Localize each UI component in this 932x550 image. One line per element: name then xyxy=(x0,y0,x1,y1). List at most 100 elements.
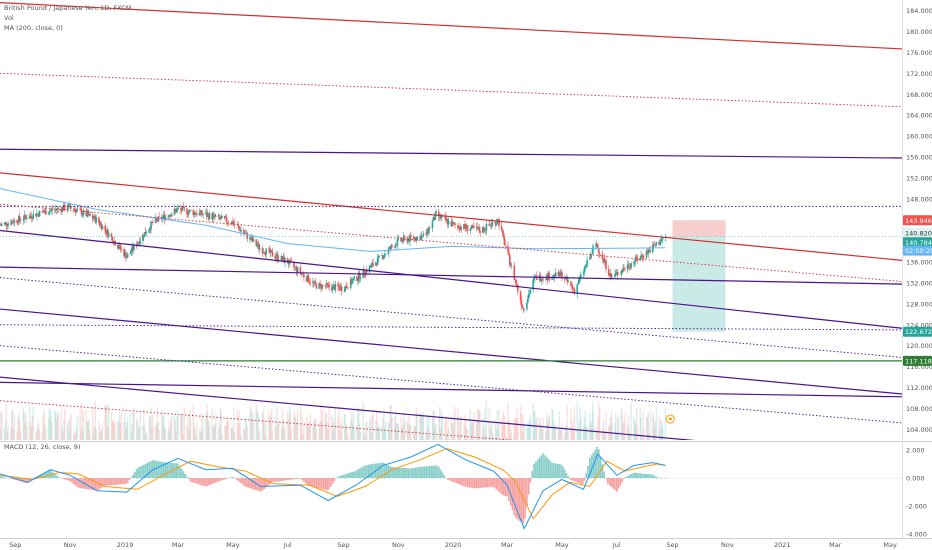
macd-histogram-bar xyxy=(4,477,7,479)
macd-histogram-bar xyxy=(650,474,652,479)
candle-body xyxy=(381,255,383,256)
candle-body xyxy=(79,208,81,210)
candle-body xyxy=(320,283,322,289)
macd-histogram-bar xyxy=(423,466,426,479)
time-tick-label: 2019 xyxy=(117,541,134,549)
volume-bar xyxy=(661,421,663,440)
candle-body xyxy=(268,248,270,250)
macd-histogram-bar xyxy=(531,470,534,479)
macd-histogram-bar xyxy=(146,462,149,479)
candle-body xyxy=(93,215,96,219)
candle-body xyxy=(659,243,661,245)
volume-bar xyxy=(622,422,624,440)
candle-body xyxy=(416,236,418,241)
volume-bar xyxy=(630,403,632,440)
candle-body xyxy=(483,230,486,232)
volume-bar xyxy=(523,423,525,440)
macd-histogram-bar xyxy=(135,469,138,479)
candle-body xyxy=(504,244,507,246)
macd-histogram-bar xyxy=(572,478,575,481)
candle-body xyxy=(488,224,490,226)
macd-tick-label: -2.000 xyxy=(906,503,927,511)
volume-bar xyxy=(105,404,107,440)
candle-body xyxy=(622,268,624,272)
candle-body xyxy=(286,258,289,264)
volume-bar xyxy=(187,413,189,440)
moving-average-line xyxy=(0,188,666,252)
candle-body xyxy=(357,272,360,280)
volume-bar xyxy=(206,411,209,440)
candle-body xyxy=(597,245,599,249)
candle-body xyxy=(510,265,513,267)
volume-bar xyxy=(319,420,321,440)
volume-bar xyxy=(456,408,459,440)
volume-bar xyxy=(68,430,70,440)
volume-bar xyxy=(306,424,309,440)
volume-bar xyxy=(390,404,392,440)
candle-body xyxy=(154,217,157,223)
volume-bar xyxy=(76,417,79,440)
candle-body xyxy=(275,257,277,259)
volume-bar xyxy=(438,406,441,440)
volume-bar xyxy=(201,430,204,440)
volume-bar xyxy=(249,409,251,440)
macd-histogram-bar xyxy=(418,467,420,479)
candle-body xyxy=(412,237,415,239)
macd-histogram-bar xyxy=(349,472,352,479)
macd-histogram-bar xyxy=(168,462,170,479)
volume-bar xyxy=(269,416,272,440)
volume-bar xyxy=(100,431,102,440)
macd-histogram-bar xyxy=(373,463,375,479)
candle-body xyxy=(343,290,346,292)
volume-bar xyxy=(547,416,550,440)
volume-bar xyxy=(296,422,298,440)
candle-body xyxy=(563,278,566,280)
candle-body xyxy=(567,281,570,282)
macd-histogram-bar xyxy=(162,462,165,479)
volume-bar xyxy=(639,407,641,440)
macd-histogram-bar xyxy=(285,478,287,481)
macd-histogram-bar xyxy=(90,478,93,490)
volume-bar xyxy=(580,417,582,440)
volume-bar xyxy=(357,407,359,440)
volume-bar xyxy=(189,417,192,440)
candle-body xyxy=(557,272,560,277)
volume-bar xyxy=(284,426,286,440)
candle-body xyxy=(295,267,297,268)
macd-histogram-bar xyxy=(81,478,84,489)
trendline-purple-dotted xyxy=(0,345,902,424)
candle-body xyxy=(300,273,303,274)
volume-bar xyxy=(106,405,108,440)
volume-bar xyxy=(81,402,83,440)
candle-body xyxy=(627,264,630,268)
candle-body xyxy=(143,234,145,238)
macd-histogram-bar xyxy=(641,473,643,479)
volume-bar xyxy=(67,419,70,440)
volume-bar xyxy=(332,417,335,440)
volume-bar xyxy=(161,410,163,440)
macd-histogram-bar xyxy=(446,478,449,480)
macd-histogram-bar xyxy=(103,478,106,487)
price-tick-label: 116.000 xyxy=(906,363,932,371)
volume-bar xyxy=(605,411,607,440)
candle-body xyxy=(576,284,579,294)
volume-bar xyxy=(324,413,327,440)
volume-bar xyxy=(459,419,462,440)
volume-bar xyxy=(198,428,201,440)
macd-histogram-bar xyxy=(464,478,467,487)
volume-bar xyxy=(557,429,560,440)
candle-body xyxy=(31,218,34,219)
macd-histogram-bar xyxy=(161,461,163,479)
time-tick-label: Jul xyxy=(283,541,292,549)
candle-body xyxy=(375,262,378,265)
macd-histogram-bar xyxy=(119,478,122,485)
time-tick-label: Sep xyxy=(666,541,678,549)
macd-histogram-bar xyxy=(231,477,233,479)
macd-histogram-bar xyxy=(159,461,161,479)
volume-bar xyxy=(88,419,90,440)
volume-bar xyxy=(419,412,421,440)
volume-bar xyxy=(262,409,265,440)
candle-body xyxy=(364,274,366,275)
volume-bar xyxy=(627,414,630,440)
